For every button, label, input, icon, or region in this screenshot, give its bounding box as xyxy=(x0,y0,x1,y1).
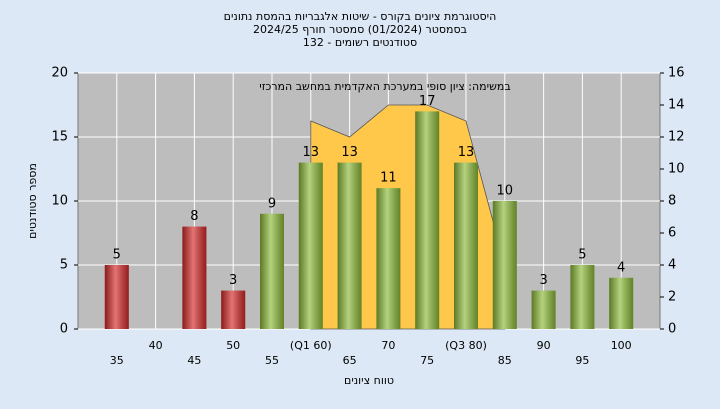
bar-shade xyxy=(221,290,246,329)
bar-shade xyxy=(609,277,634,329)
x-tick-label: 35 xyxy=(110,354,124,367)
y-tick-label: 10 xyxy=(51,194,68,209)
x-tick-label: 90 xyxy=(537,339,551,352)
bar-shade xyxy=(376,188,401,329)
x-tick-label: 55 xyxy=(265,354,279,367)
x-tick-label: 40 xyxy=(149,339,163,352)
annotation: במשימה: ציון סופי במערכת האקדמית במחשב ה… xyxy=(259,80,510,93)
x-tick-label: 45 xyxy=(187,354,201,367)
y2-tick-label: 0 xyxy=(668,322,676,337)
y2-tick-label: 8 xyxy=(668,194,676,209)
y-tick-label: 20 xyxy=(51,66,68,81)
y2-tick-label: 16 xyxy=(668,66,685,81)
data-label: 3 xyxy=(229,273,237,288)
data-label: 13 xyxy=(458,145,475,160)
x-tick-label: 70 xyxy=(381,339,395,352)
y2-tick-label: 12 xyxy=(668,130,685,145)
x-tick-label: (Q3 80) xyxy=(445,339,487,352)
x-tick-label: 100 xyxy=(611,339,632,352)
data-label: 11 xyxy=(380,171,397,186)
y-tick-label: 5 xyxy=(60,258,68,273)
y2-tick-label: 4 xyxy=(668,258,676,273)
x-tick-label: 65 xyxy=(343,354,357,367)
bar-shade xyxy=(104,265,129,329)
bar-shade xyxy=(298,162,323,329)
bar-shade xyxy=(570,265,595,329)
bar-shade xyxy=(492,201,517,329)
x-tick-label: 50 xyxy=(226,339,240,352)
x-axis-label: טווח ציונים xyxy=(344,374,394,387)
y-axis-label: מספר סטודנטים xyxy=(26,163,39,239)
x-tick-label: 85 xyxy=(498,354,512,367)
bar-shade xyxy=(260,213,284,329)
chart-title: בסמסטר (01/2024) סמסטר חורף 2024/25 xyxy=(253,23,467,36)
x-tick-label: (Q1 60) xyxy=(290,339,332,352)
x-tick-label: 75 xyxy=(420,354,434,367)
chart-title: סטודנטים רשומים - 132 xyxy=(303,36,417,49)
data-label: 5 xyxy=(578,248,586,263)
y-tick-label: 15 xyxy=(51,130,68,145)
y2-tick-label: 14 xyxy=(668,98,685,113)
data-label: 13 xyxy=(303,145,320,160)
data-label: 13 xyxy=(341,145,358,160)
bar-shade xyxy=(531,290,556,329)
data-label: 5 xyxy=(113,248,121,263)
bar-shade xyxy=(415,111,440,330)
y-tick-label: 0 xyxy=(60,322,68,337)
bar-shade xyxy=(337,162,362,329)
data-label: 17 xyxy=(419,94,436,109)
bar-shade xyxy=(182,226,207,329)
data-label: 9 xyxy=(268,196,276,211)
data-label: 3 xyxy=(539,273,547,288)
y2-tick-label: 10 xyxy=(668,162,685,177)
data-label: 10 xyxy=(497,184,514,199)
y2-tick-label: 6 xyxy=(668,226,676,241)
chart-title: היסטוגרמת ציונים בקורס - שיטות אלגבריות … xyxy=(224,10,497,23)
data-label: 8 xyxy=(190,209,198,224)
x-tick-label: 95 xyxy=(575,354,589,367)
y2-tick-label: 2 xyxy=(668,290,676,305)
data-label: 4 xyxy=(617,260,625,275)
bar-shade xyxy=(454,162,478,329)
